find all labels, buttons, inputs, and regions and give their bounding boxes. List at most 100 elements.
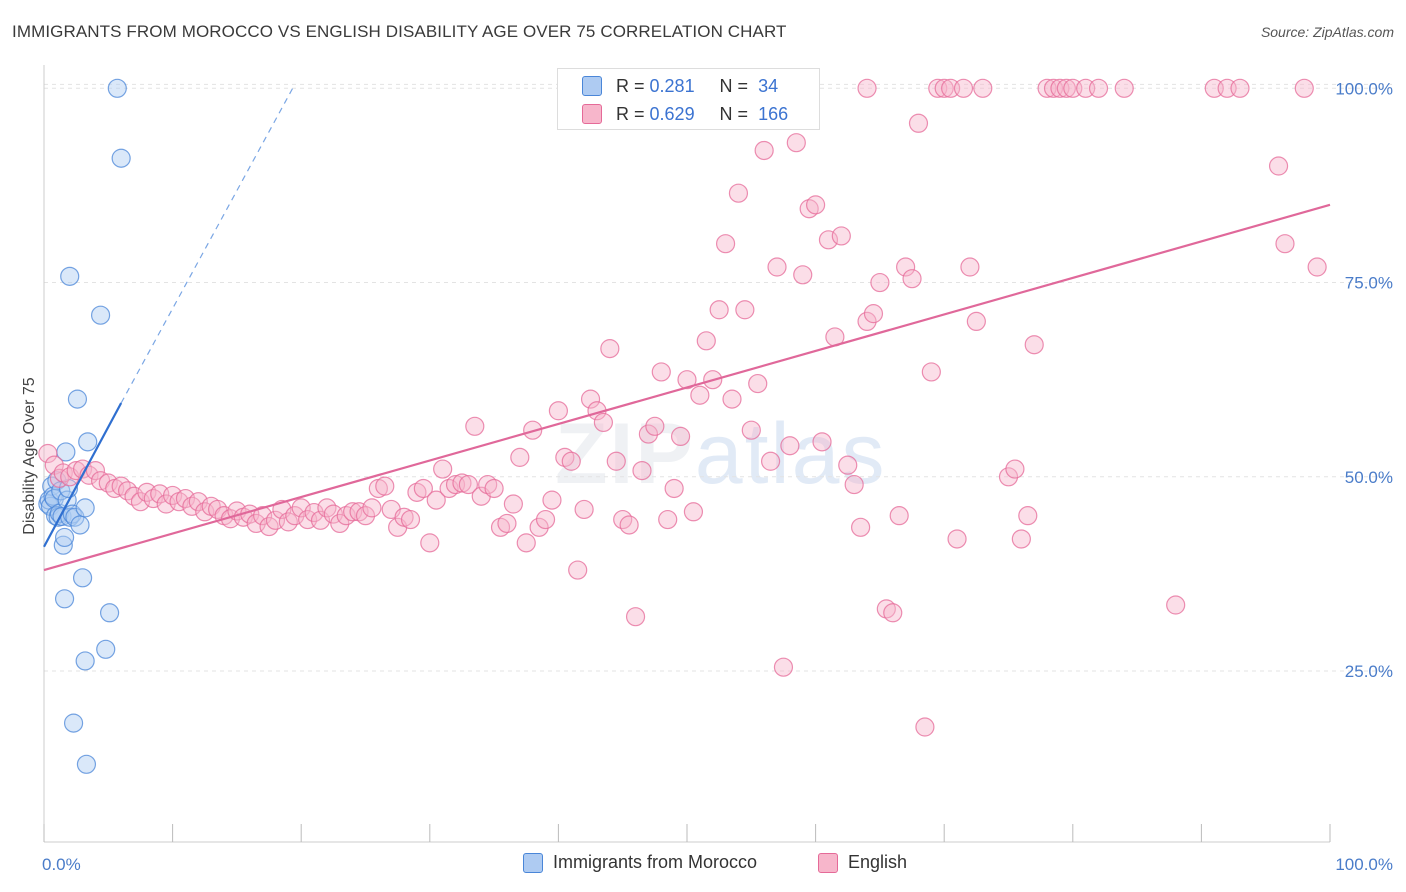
- chart-source: Source: ZipAtlas.com: [1260, 24, 1394, 40]
- english-point: [670, 426, 691, 447]
- english-point: [645, 416, 665, 436]
- english-point: [568, 560, 588, 580]
- legend-r-value: 0.629: [649, 103, 695, 124]
- series-swatch-morocco: [523, 852, 543, 873]
- english-point: [921, 362, 941, 382]
- english-point: [304, 502, 324, 523]
- y-tick-label: 75.0%: [1345, 274, 1393, 293]
- english-point: [773, 657, 794, 677]
- english-point: [902, 269, 922, 289]
- english-point: [1056, 78, 1076, 98]
- legend-swatch-morocco: [582, 76, 602, 96]
- morocco-point: [107, 78, 127, 98]
- english-point: [857, 78, 877, 98]
- english-point: [1268, 156, 1289, 176]
- english-point: [664, 478, 684, 499]
- english-point: [683, 502, 704, 522]
- english-point: [253, 506, 273, 526]
- english-point: [934, 78, 954, 98]
- legend-swatch-english: [582, 104, 602, 124]
- english-point: [484, 478, 504, 499]
- english-point: [690, 385, 710, 405]
- english-point: [709, 300, 729, 320]
- morocco-point: [96, 639, 116, 659]
- morocco-point: [54, 527, 75, 548]
- english-point: [343, 502, 363, 522]
- morocco-trend-line: [43, 402, 123, 548]
- english-point: [780, 436, 800, 456]
- english-point: [1307, 257, 1327, 277]
- english-point: [291, 498, 311, 518]
- chart-title: IMMIGRANTS FROM MOROCCO VS ENGLISH DISAB…: [12, 22, 787, 41]
- english-point: [529, 517, 549, 537]
- morocco-point: [90, 305, 111, 325]
- english-point: [465, 416, 485, 436]
- english-point: [548, 401, 569, 421]
- y-tick-label: 100.0%: [1335, 79, 1393, 98]
- english-point: [330, 513, 350, 534]
- english-point: [760, 451, 781, 471]
- y-tick-label: 25.0%: [1345, 662, 1393, 681]
- english-point: [735, 300, 755, 320]
- english-point: [638, 424, 659, 444]
- english-point: [812, 432, 832, 452]
- english-point: [285, 506, 305, 526]
- english-point: [625, 607, 646, 627]
- series-label-morocco: Immigrants from Morocco: [553, 852, 758, 872]
- x-tick-label-max: 100.0%: [1335, 855, 1393, 874]
- english-point: [960, 257, 980, 277]
- english-point: [38, 443, 58, 464]
- english-point: [883, 603, 903, 623]
- english-point: [651, 362, 671, 382]
- english-point: [375, 476, 395, 496]
- legend-n-value: 166: [758, 103, 789, 124]
- english-point: [748, 373, 768, 394]
- english-point: [85, 460, 106, 481]
- english-point: [413, 478, 433, 499]
- english-point: [452, 473, 472, 493]
- english-point: [433, 459, 453, 479]
- english-point: [542, 490, 562, 510]
- series-swatch-english: [818, 852, 838, 873]
- english-point: [1011, 529, 1031, 549]
- english-point: [786, 133, 806, 153]
- morocco-point: [78, 432, 98, 452]
- english-point: [953, 78, 974, 98]
- english-point: [998, 467, 1019, 487]
- english-point: [516, 533, 536, 553]
- english-point: [857, 311, 877, 332]
- series-label-english: English: [848, 852, 908, 872]
- morocco-point: [75, 651, 95, 671]
- english-point: [741, 420, 761, 440]
- english-point: [188, 492, 208, 512]
- english-point: [1018, 506, 1038, 526]
- english-point: [767, 257, 787, 277]
- english-point: [1024, 335, 1044, 355]
- english-point: [535, 509, 556, 530]
- english-point: [793, 265, 813, 285]
- english-point: [658, 509, 678, 530]
- morocco-point: [47, 471, 67, 491]
- english-point: [696, 331, 716, 351]
- series-legend-english[interactable]: English: [818, 852, 907, 873]
- english-point: [677, 370, 697, 390]
- english-point: [510, 447, 530, 467]
- english-point: [1275, 234, 1295, 254]
- english-point: [818, 230, 839, 250]
- morocco-point: [67, 389, 88, 409]
- english-point: [503, 494, 523, 514]
- morocco-point: [53, 535, 73, 555]
- series-legend-morocco[interactable]: Immigrants from Morocco: [523, 852, 757, 873]
- english-point: [973, 78, 993, 98]
- english-point: [1114, 78, 1134, 98]
- english-point: [889, 506, 909, 526]
- watermark: ZIPatlas: [555, 405, 886, 504]
- x-tick-label-min: 0.0%: [42, 855, 81, 874]
- morocco-point: [72, 568, 93, 588]
- english-point: [606, 451, 626, 471]
- morocco-point: [70, 515, 90, 535]
- english-point: [632, 460, 652, 481]
- english-point: [561, 451, 581, 471]
- english-point: [1166, 595, 1186, 615]
